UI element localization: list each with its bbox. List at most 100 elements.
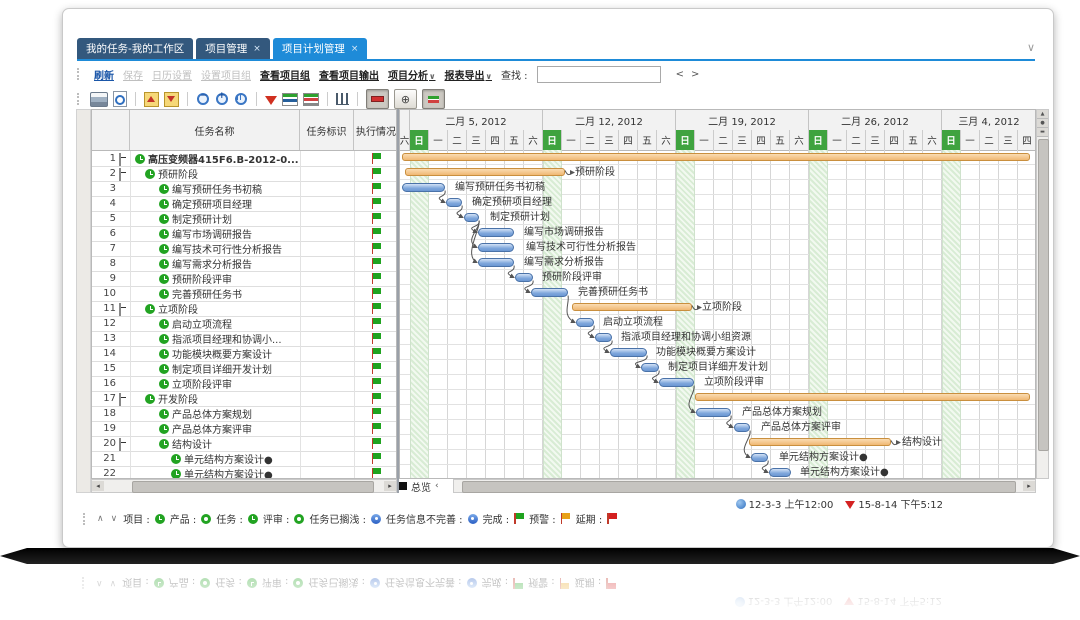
gantt-bar-task[interactable] [576, 318, 594, 327]
toolbar-link-报表导出[interactable]: 报表导出∨ [444, 70, 493, 82]
gantt-bar-summary[interactable] [402, 153, 1030, 161]
table-row[interactable]: 6 编写市场调研报告 [92, 226, 396, 242]
level-down-icon[interactable] [164, 91, 179, 107]
table-row[interactable]: 13 指派项目经理和协调小... [92, 331, 396, 347]
gantt-bar-summary[interactable] [695, 393, 1030, 401]
collapse-node-icon[interactable] [119, 393, 121, 406]
table-row[interactable]: 22 单元结构方案设计● [92, 466, 396, 478]
gantt-bar-task[interactable] [751, 453, 768, 462]
next-result-button[interactable]: > [690, 68, 707, 80]
table-row[interactable]: 7 编写技术可行性分析报告 [92, 241, 396, 257]
links-toggle[interactable] [422, 89, 445, 109]
gantt-bar-task[interactable] [610, 348, 647, 357]
day-header-cell: 六 [923, 130, 942, 150]
progress-bars-icon[interactable] [303, 92, 319, 106]
baseline-bars-icon[interactable] [282, 92, 298, 106]
chevron-down-icon: ∨ [485, 71, 493, 81]
scrollbar-thumb[interactable] [132, 481, 374, 493]
close-tab-icon[interactable]: × [350, 43, 359, 54]
table-row[interactable]: 1 高压变频器415F6.B-2012-0... [92, 151, 396, 167]
toolbar-link-刷新[interactable]: 刷新 [94, 70, 114, 82]
columns-icon[interactable] [336, 93, 349, 105]
search-input[interactable] [536, 65, 661, 83]
gantt-bar-task[interactable] [595, 333, 612, 342]
legend-drag-handle[interactable] [83, 512, 88, 525]
tab-项目计划管理[interactable]: 项目计划管理 × [272, 38, 368, 59]
scroll-up-icon[interactable]: ▲ [1037, 110, 1048, 119]
gantt-bar-task[interactable] [478, 258, 514, 267]
gantt-bar-task[interactable] [478, 243, 514, 252]
table-row[interactable]: 17 开发阶段 [92, 391, 396, 407]
zoom-in-icon[interactable] [215, 91, 229, 106]
toolbar-drag-handle[interactable] [77, 93, 82, 105]
scroll-dot-icon[interactable]: ● [1037, 119, 1048, 128]
table-row[interactable]: 20 结构设计 [92, 436, 396, 452]
table-row[interactable]: 11 立项阶段 [92, 301, 396, 317]
collapse-node-icon[interactable] [119, 303, 121, 316]
gantt-bar-task[interactable] [446, 198, 462, 207]
table-row[interactable]: 4 确定预研项目经理 [92, 196, 396, 212]
table-row[interactable]: 14 功能模块概要方案设计 [92, 346, 396, 362]
table-horizontal-scrollbar[interactable]: ◂ ▸ [91, 479, 397, 493]
collapse-left-icon[interactable]: ‹ [435, 481, 439, 491]
collapse-node-icon[interactable] [119, 168, 121, 181]
filter-icon[interactable] [265, 95, 277, 105]
gantt-bar-summary[interactable] [749, 438, 891, 446]
baseline-toggle[interactable] [366, 89, 389, 109]
table-row[interactable]: 15 制定项目详细开发计划 [92, 361, 396, 377]
table-row[interactable]: 21 单元结构方案设计● [92, 451, 396, 467]
crosshair-toggle[interactable]: ⊕ [394, 89, 417, 109]
toolbar-link-项目分析[interactable]: 项目分析∨ [388, 70, 436, 82]
table-row[interactable]: 8 编写需求分析报告 [92, 256, 396, 272]
table-row[interactable]: 5 制定预研计划 [92, 211, 396, 227]
table-row[interactable]: 19 产品总体方案评审 [92, 421, 396, 437]
scroll-right-icon[interactable]: ▸ [1023, 481, 1035, 491]
scroll-left-icon[interactable]: ◂ [92, 481, 104, 491]
table-row[interactable]: 10 完善预研任务书 [92, 286, 396, 302]
gantt-bar-task[interactable] [659, 378, 694, 387]
table-row[interactable]: 12 启动立项流程 [92, 316, 396, 332]
search-nav: <> [676, 69, 707, 80]
gantt-bar-task[interactable] [734, 423, 750, 432]
collapse-node-icon[interactable] [119, 153, 121, 166]
printer-icon[interactable] [90, 91, 108, 107]
table-row[interactable]: 2 预研阶段 [92, 166, 396, 182]
table-row[interactable]: 16 立项阶段评审 [92, 376, 396, 392]
scroll-dash-icon[interactable]: ▬ [1037, 128, 1048, 137]
gantt-bar-task[interactable] [531, 288, 568, 297]
zoom-fit-icon[interactable] [234, 92, 248, 106]
gantt-bar-task[interactable] [641, 363, 659, 372]
chevron-up-icon[interactable]: ∧ [97, 513, 104, 524]
chevron-down-icon[interactable]: ∨ [1026, 41, 1035, 54]
scroll-right-icon[interactable]: ▸ [384, 481, 396, 491]
collapse-node-icon[interactable] [119, 438, 121, 451]
gantt-vertical-scrollbar[interactable]: ▲ ● ▬ [1036, 109, 1049, 479]
gantt-bar-task[interactable] [402, 183, 445, 192]
table-row[interactable]: 3 编写预研任务书初稿 [92, 181, 396, 197]
overview-square-icon[interactable] [399, 482, 407, 490]
table-row[interactable]: 18 产品总体方案规划 [92, 406, 396, 422]
table-row[interactable]: 9 预研阶段评审 [92, 271, 396, 287]
tab-我的任务-我的工作区[interactable]: 我的任务-我的工作区 [77, 38, 194, 59]
panel-splitter[interactable] [397, 109, 399, 493]
gantt-bar-task[interactable] [515, 273, 533, 282]
gantt-bar-task[interactable] [464, 213, 479, 222]
prev-result-button[interactable]: < [675, 68, 691, 80]
print-preview-icon[interactable] [113, 91, 127, 107]
scrollbar-thumb[interactable] [1038, 139, 1049, 451]
gantt-bar-task[interactable] [696, 408, 731, 417]
chevron-down-icon[interactable]: ∨ [110, 513, 118, 524]
gantt-horizontal-scrollbar[interactable]: ▸ [453, 479, 1036, 493]
scrollbar-thumb[interactable] [462, 481, 1016, 493]
zoom-out-icon[interactable] [196, 91, 210, 106]
gantt-bar-task[interactable] [478, 228, 514, 237]
tab-项目管理[interactable]: 项目管理 × [196, 38, 270, 59]
gantt-bar-summary[interactable] [405, 168, 565, 176]
gantt-bar-summary[interactable] [572, 303, 692, 311]
close-tab-icon[interactable]: × [253, 43, 261, 54]
level-up-icon[interactable] [144, 91, 159, 107]
gantt-bar-task[interactable] [769, 468, 791, 477]
toolbar-drag-handle[interactable] [77, 68, 82, 80]
toolbar-link-查看项目组[interactable]: 查看项目组 [260, 70, 310, 82]
toolbar-link-查看项目输出[interactable]: 查看项目输出 [319, 70, 379, 82]
